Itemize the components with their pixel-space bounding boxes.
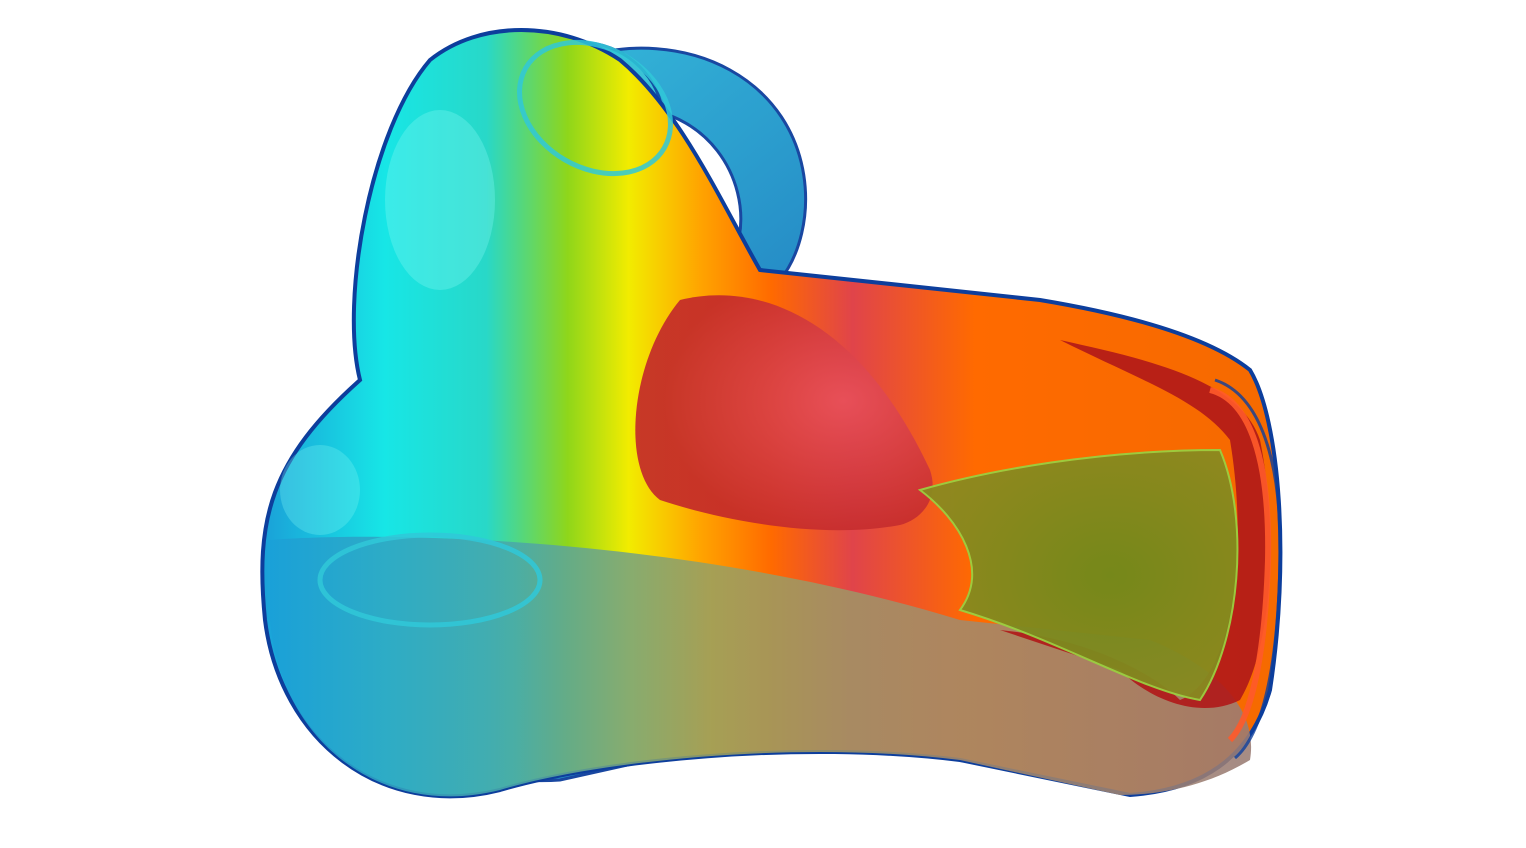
outlet-ring <box>1000 340 1271 709</box>
specular-highlight <box>385 110 495 290</box>
lower-inlet-opening <box>317 532 543 628</box>
hot-core-region <box>635 295 933 531</box>
near-wall-band <box>270 536 1252 797</box>
upper-inlet-opening <box>517 39 673 177</box>
core-cone <box>917 448 1239 702</box>
outlet-rim <box>1209 387 1272 743</box>
